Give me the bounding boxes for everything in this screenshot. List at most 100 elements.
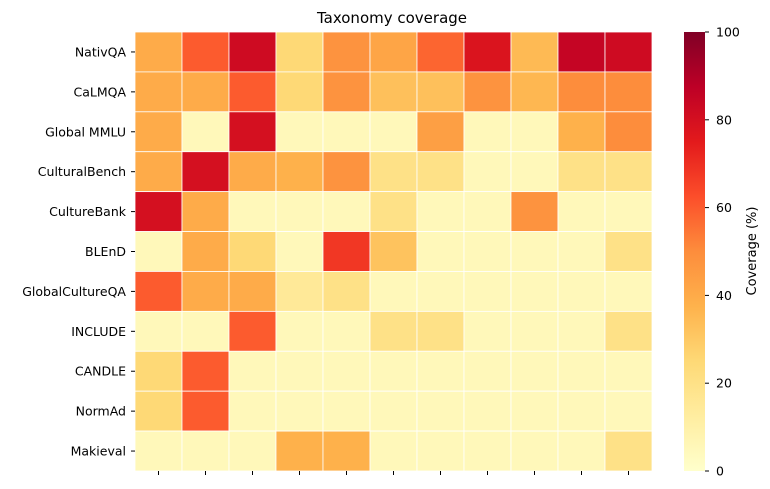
x-axis-ticks [158,471,629,475]
heatmap-cell [275,310,324,352]
heatmap-cell [322,430,371,472]
heatmap-cell [322,111,371,153]
colorbar [684,32,705,471]
heatmap-cell [557,430,606,472]
heatmap-cell [228,111,277,153]
heatmap-cell [369,71,418,113]
heatmap-cell [134,31,183,73]
heatmap-cell [604,271,653,312]
heatmap-cell [275,271,324,312]
heatmap-cell [134,350,183,392]
heatmap-cell [604,231,653,272]
heatmap-cell [604,111,653,153]
heatmap-cell [604,191,653,232]
heatmap-cell [134,71,183,113]
heatmap-cell [275,191,324,232]
heatmap-cell [510,71,559,113]
heatmap-cell [416,310,465,352]
row-label: BLEnD [85,244,126,259]
heatmap-cell [369,151,418,193]
row-label: CulturalBench [38,164,126,179]
heatmap-cell [228,31,277,73]
heatmap-cell [416,350,465,392]
heatmap-cell [604,31,653,73]
heatmap-cell [369,31,418,73]
colorbar-tick-label: 60 [716,200,732,215]
heatmap-cell [228,71,277,113]
heatmap-cell [369,350,418,392]
heatmap-cell [181,31,230,73]
row-label: Global MMLU [45,124,126,139]
row-label: CANDLE [75,364,126,379]
row-label: NormAd [76,404,126,419]
heatmap-cell [275,350,324,392]
heatmap-cell [416,430,465,472]
row-label: NativQA [75,44,127,59]
heatmap-cell [510,31,559,73]
heatmap-cell [463,151,512,193]
heatmap-cell [557,310,606,352]
heatmap-cell [181,310,230,352]
heatmap-cell [369,271,418,312]
heatmap-cell [510,151,559,193]
heatmap-cell [416,390,465,432]
heatmap-cells [134,31,653,472]
heatmap-cell [557,111,606,153]
heatmap-cell [463,191,512,232]
heatmap-cell [181,231,230,272]
heatmap-cell [557,231,606,272]
row-label: CaLMQA [73,84,126,99]
row-label: Makieval [71,444,126,459]
colorbar-tick-label: 40 [716,288,732,303]
heatmap-cell [181,111,230,153]
heatmap-cell [134,310,183,352]
heatmap-cell [369,310,418,352]
heatmap-cell [134,111,183,153]
heatmap-cell [228,231,277,272]
colorbar-label: Coverage (%) [745,207,760,296]
heatmap-cell [510,191,559,232]
heatmap-cell [322,151,371,193]
heatmap-cell [228,310,277,352]
heatmap-cell [510,271,559,312]
heatmap-cell [322,191,371,232]
heatmap-cell [275,231,324,272]
colorbar-tick-label: 20 [716,376,732,391]
heatmap-cell [181,350,230,392]
heatmap-cell [510,231,559,272]
heatmap-cell [463,231,512,272]
row-labels: NativQA CaLMQA Global MMLU CulturalBench Cul… [22,44,135,459]
heatmap-cell [369,111,418,153]
heatmap-cell [369,390,418,432]
heatmap-cell [275,430,324,472]
heatmap-cell [416,71,465,113]
heatmap-cell [134,231,183,272]
colorbar-tick-label: 80 [716,112,732,127]
heatmap-cell [463,430,512,472]
heatmap-cell [369,191,418,232]
row-label: INCLUDE [71,324,126,339]
heatmap-cell [228,350,277,392]
heatmap-cell [557,390,606,432]
heatmap-cell [322,390,371,432]
heatmap-cell [604,430,653,472]
heatmap-cell [181,191,230,232]
heatmap-cell [275,71,324,113]
heatmap-cell [181,390,230,432]
heatmap-cell [557,191,606,232]
heatmap-cell [463,71,512,113]
heatmap-cell [510,111,559,153]
heatmap-cell [463,390,512,432]
heatmap-cell [134,151,183,193]
heatmap-cell [463,310,512,352]
heatmap-cell [557,71,606,113]
heatmap-cell [228,430,277,472]
row-label: GlobalCultureQA [22,284,126,299]
heatmap-cell [604,310,653,352]
heatmap-cell [275,151,324,193]
heatmap-cell [181,271,230,312]
heatmap-cell [416,191,465,232]
heatmap-cell [134,271,183,312]
heatmap-cell [510,390,559,432]
